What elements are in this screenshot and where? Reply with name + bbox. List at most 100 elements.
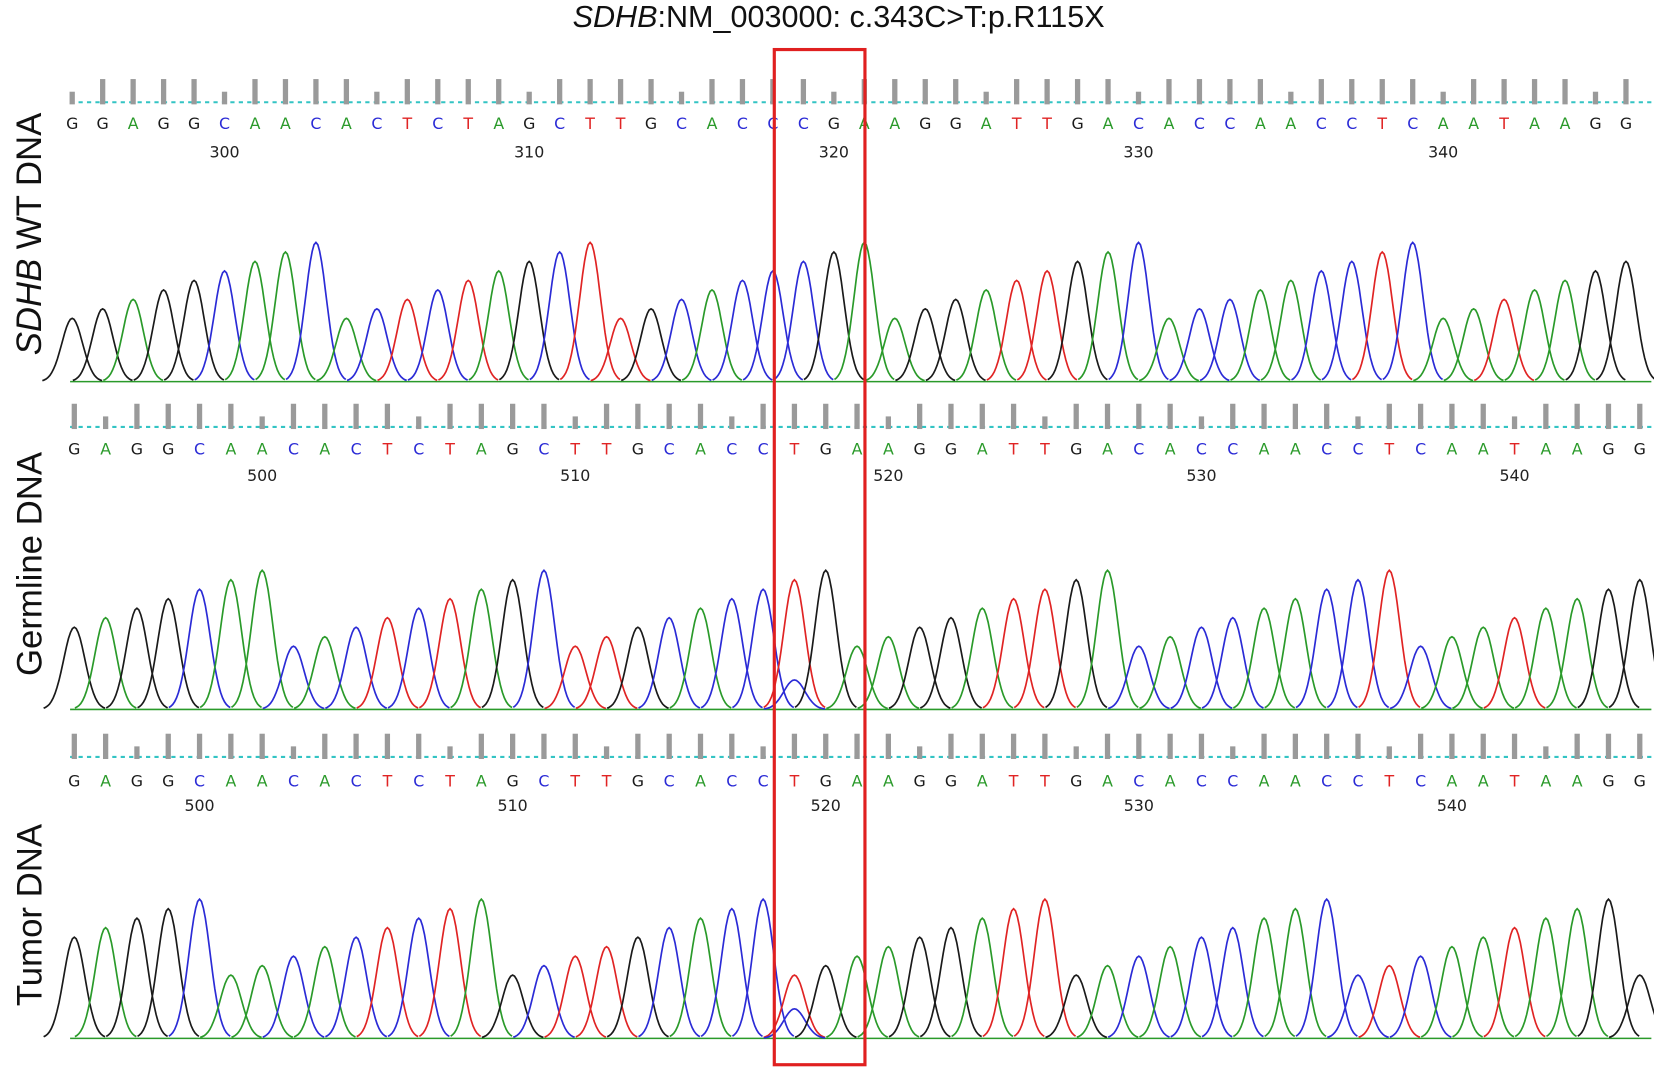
- trace-peak: [1232, 607, 1296, 709]
- trace-peak: [346, 307, 408, 382]
- trace-peak: [982, 907, 1045, 1038]
- trace-peak: [1264, 597, 1327, 709]
- quality-bar: [196, 403, 203, 430]
- panel-label: SDHB WT DNA: [11, 112, 49, 355]
- base-call: G: [632, 772, 644, 791]
- quality-bar: [603, 403, 610, 430]
- base-call: T: [601, 440, 612, 459]
- trace-peak: [1201, 926, 1264, 1038]
- quality-bar: [572, 733, 578, 760]
- base-call: C: [664, 772, 675, 791]
- base-call: C: [758, 440, 769, 459]
- trace-peak: [700, 597, 763, 709]
- quality-bar: [1449, 403, 1455, 430]
- quality-bar: [196, 733, 203, 760]
- base-call: A: [1572, 772, 1583, 791]
- trace-peak: [1420, 945, 1483, 1038]
- trace-peak: [468, 269, 529, 381]
- base-call: T: [444, 772, 455, 791]
- trace-peak: [199, 974, 262, 1039]
- trace-peak: [230, 569, 294, 708]
- quality-bar: [666, 733, 672, 760]
- quality-bar: [1324, 403, 1330, 430]
- base-call: G: [645, 114, 657, 133]
- quality-bar: [1501, 79, 1507, 105]
- trace-peak: [74, 926, 137, 1038]
- quality-bar: [313, 79, 319, 105]
- quality-bar: [697, 403, 704, 430]
- quality-bar: [635, 403, 641, 430]
- base-call: T: [1039, 772, 1050, 791]
- quality-bar: [1010, 403, 1017, 430]
- base-call: A: [100, 772, 111, 791]
- quality-bar: [791, 733, 798, 760]
- trace-peak: [773, 260, 834, 381]
- quality-bar: [1449, 733, 1455, 760]
- quality-bar: [191, 79, 197, 105]
- quality-bar: [353, 403, 359, 430]
- quality-bar: [69, 91, 75, 105]
- base-call: G: [1070, 772, 1082, 791]
- quality-bar: [760, 746, 766, 760]
- position-label: 520: [873, 466, 903, 485]
- quality-bar: [1073, 403, 1079, 430]
- trace-peak: [1201, 616, 1264, 709]
- base-call: C: [538, 440, 549, 459]
- trace-peak: [1199, 298, 1261, 382]
- trace-peak: [1577, 897, 1640, 1037]
- trace-peak: [1327, 974, 1389, 1039]
- panel-label-text: WT DNA: [11, 112, 49, 249]
- base-call: C: [288, 440, 299, 459]
- trace-peak: [102, 298, 164, 382]
- trace-peak: [224, 260, 286, 381]
- base-call: G: [820, 440, 832, 459]
- trace-peak: [606, 936, 669, 1038]
- base-call: A: [319, 440, 330, 459]
- trace-peak: [1358, 964, 1421, 1039]
- trace-peak: [1608, 578, 1654, 709]
- base-call: G: [632, 440, 644, 459]
- base-call: C: [676, 114, 687, 133]
- base-call: G: [1071, 114, 1083, 133]
- base-call: C: [798, 114, 809, 133]
- quality-bar: [587, 79, 593, 105]
- quality-bar: [384, 733, 391, 760]
- quality-bar: [1261, 733, 1267, 760]
- trace-peak: [1514, 917, 1577, 1038]
- quality-bar: [259, 733, 265, 760]
- position-label: 510: [498, 796, 528, 815]
- quality-bar: [465, 79, 471, 105]
- base-call: T: [584, 114, 595, 133]
- base-call: A: [1102, 440, 1113, 459]
- quality-bar: [290, 403, 297, 430]
- quality-bar: [1440, 91, 1446, 105]
- trace-peak: [857, 635, 920, 710]
- trace-peak: [1107, 955, 1170, 1038]
- base-call: G: [188, 114, 200, 133]
- trace-peak: [407, 288, 469, 381]
- trace-peak: [925, 298, 986, 382]
- trace-peak: [1045, 974, 1108, 1039]
- base-call: C: [1133, 772, 1144, 791]
- quality-bar: [160, 79, 167, 105]
- base-call: G: [68, 440, 80, 459]
- trace-peak: [387, 607, 450, 709]
- trace-peak: [1077, 250, 1139, 381]
- trace-peak: [481, 974, 544, 1039]
- quality-bar: [478, 403, 484, 430]
- quality-bar: [1355, 416, 1361, 430]
- trace-peak: [450, 588, 513, 709]
- quality-bar: [1480, 403, 1486, 430]
- quality-bar: [1417, 403, 1424, 430]
- quality-bar: [678, 91, 685, 105]
- trace-peak: [590, 317, 651, 382]
- quality-bar: [1167, 403, 1173, 430]
- quality-bar: [404, 79, 410, 105]
- trace-peak: [1139, 945, 1202, 1038]
- base-call: A: [257, 772, 268, 791]
- trace-peak: [1321, 260, 1383, 381]
- base-call: C: [1224, 114, 1235, 133]
- trace-peak: [888, 626, 951, 709]
